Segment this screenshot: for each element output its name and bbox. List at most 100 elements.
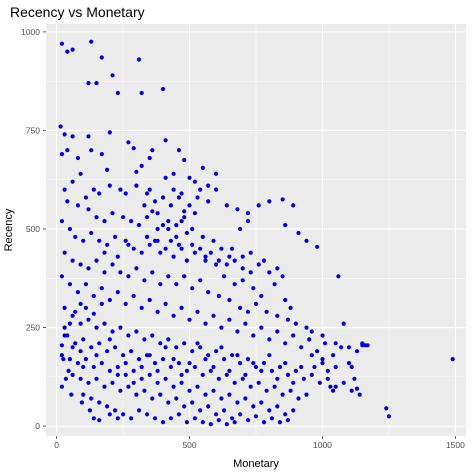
data-point [198, 246, 203, 251]
data-point [139, 250, 144, 255]
data-point [190, 400, 195, 405]
data-point [102, 219, 107, 224]
data-point [75, 203, 80, 208]
data-point [230, 246, 235, 251]
data-point [70, 372, 75, 377]
data-point [83, 282, 88, 287]
data-point [99, 301, 104, 306]
data-point [144, 215, 150, 220]
data-point [182, 157, 187, 163]
x-axis-ticks: 0 500 1000 1500 [54, 436, 465, 450]
data-point [81, 337, 86, 342]
data-point [214, 171, 219, 176]
data-point [261, 420, 267, 425]
data-point [179, 380, 184, 385]
data-point [113, 234, 118, 239]
data-point [59, 274, 64, 279]
data-point [293, 368, 298, 373]
data-point [99, 286, 104, 291]
data-point [176, 195, 181, 200]
data-point [230, 416, 235, 421]
data-point [67, 226, 72, 232]
data-point [182, 209, 187, 214]
data-point [216, 376, 221, 381]
data-point [227, 297, 232, 303]
data-point [110, 380, 115, 385]
data-point [269, 416, 274, 421]
data-point [267, 199, 272, 204]
data-point [232, 282, 237, 287]
y-tick-label: 500 [26, 224, 40, 234]
data-point [200, 372, 205, 377]
data-point [224, 422, 229, 427]
data-point [187, 175, 192, 180]
data-point [113, 408, 118, 413]
data-point [291, 333, 296, 338]
data-point [160, 223, 166, 228]
data-point [150, 270, 155, 275]
data-point [160, 357, 166, 362]
y-tick-label: 750 [26, 125, 40, 135]
data-point [163, 301, 168, 306]
x-tick-label: 1000 [313, 440, 332, 450]
data-point [206, 404, 211, 409]
data-point [163, 345, 168, 350]
chart-title: Recency vs Monetary [10, 4, 145, 20]
data-point [256, 203, 261, 208]
data-point [163, 246, 168, 251]
data-point [86, 134, 91, 139]
data-point [267, 408, 272, 413]
grid-major [46, 24, 466, 436]
data-point [171, 254, 176, 259]
data-point [134, 392, 139, 397]
data-point [79, 400, 84, 405]
data-point [245, 211, 251, 216]
data-point [115, 290, 120, 295]
data-point [89, 396, 94, 401]
data-point [105, 242, 110, 247]
data-point [195, 309, 200, 314]
data-point [238, 305, 243, 310]
data-point [86, 317, 91, 322]
y-axis-ticks: 0 250 500 750 1000 [21, 27, 46, 431]
data-point [142, 278, 147, 283]
data-point [70, 134, 75, 139]
data-point [333, 341, 338, 346]
data-point [243, 396, 248, 401]
data-point [219, 396, 224, 401]
data-point [450, 357, 455, 362]
data-point [251, 333, 256, 338]
data-point [203, 357, 208, 362]
data-point [62, 333, 67, 338]
data-point [304, 238, 309, 243]
data-point [235, 207, 240, 212]
data-point [118, 187, 123, 192]
data-point [211, 364, 216, 370]
data-point [81, 364, 86, 370]
data-point [174, 396, 179, 401]
data-point [131, 293, 136, 299]
data-point [214, 349, 219, 354]
data-point [86, 207, 91, 212]
data-point [259, 400, 264, 405]
data-point [158, 250, 163, 255]
data-point [259, 325, 264, 330]
data-point [291, 203, 296, 208]
data-point [203, 392, 208, 397]
data-point [206, 353, 211, 358]
data-point [224, 372, 229, 377]
data-point [232, 420, 237, 425]
data-point [288, 305, 293, 310]
data-point [222, 357, 227, 362]
data-point [139, 163, 144, 168]
data-point [352, 376, 357, 381]
data-point [349, 388, 354, 393]
data-point [62, 132, 67, 137]
data-point [115, 254, 120, 259]
data-point [214, 262, 219, 267]
data-point [102, 321, 107, 326]
data-point [182, 274, 187, 279]
data-point [280, 274, 285, 279]
data-point [219, 246, 224, 251]
data-point [264, 309, 269, 314]
